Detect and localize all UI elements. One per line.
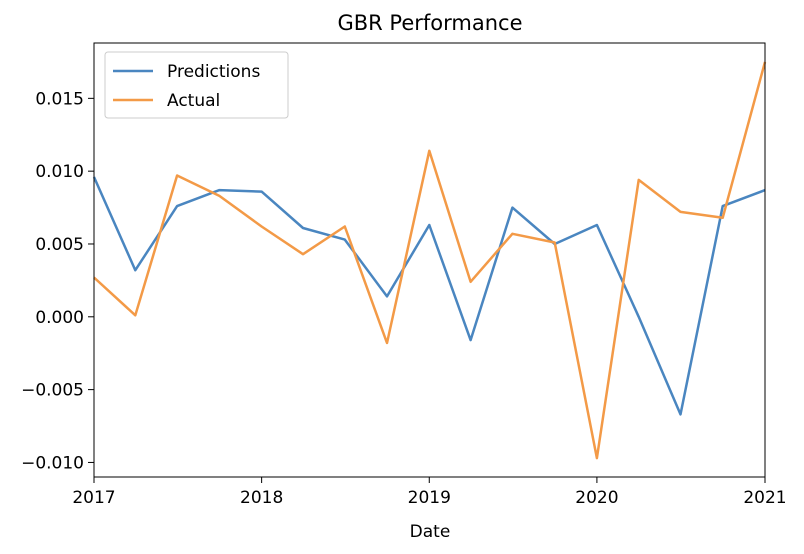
y-tick-label-1: 0.010 [35,162,84,182]
series-line-actual [93,61,767,460]
y-tick-label-2: 0.005 [35,235,84,255]
x-axis-label: Date [410,522,451,542]
x-tick-label-2018: 2018 [240,488,283,508]
y-tick-label-3: 0.000 [35,308,84,328]
legend-box [104,51,289,119]
ticks-layer: 2017 2018 2019 2020 2021 0.015 0.010 0.005 0.000… [21,89,787,508]
series-line-predictions [92,176,766,416]
x-tick-label-2020: 2020 [575,488,618,508]
series-layer [92,61,767,460]
x-tick-label-2021: 2021 [743,488,786,508]
y-tick-label-4: −0.005 [21,381,84,401]
plot-frame [93,42,766,478]
x-tick-label-2019: 2019 [408,488,451,508]
legend-label-actual: Actual [167,91,220,111]
legend: Predictions Actual [104,51,289,119]
x-tick-label-2017: 2017 [72,488,115,508]
y-tick-label-5: −0.010 [21,453,84,473]
legend-label-predictions: Predictions [167,62,260,82]
y-tick-label-0: 0.015 [35,89,84,109]
chart-title: GBR Performance [337,11,522,35]
